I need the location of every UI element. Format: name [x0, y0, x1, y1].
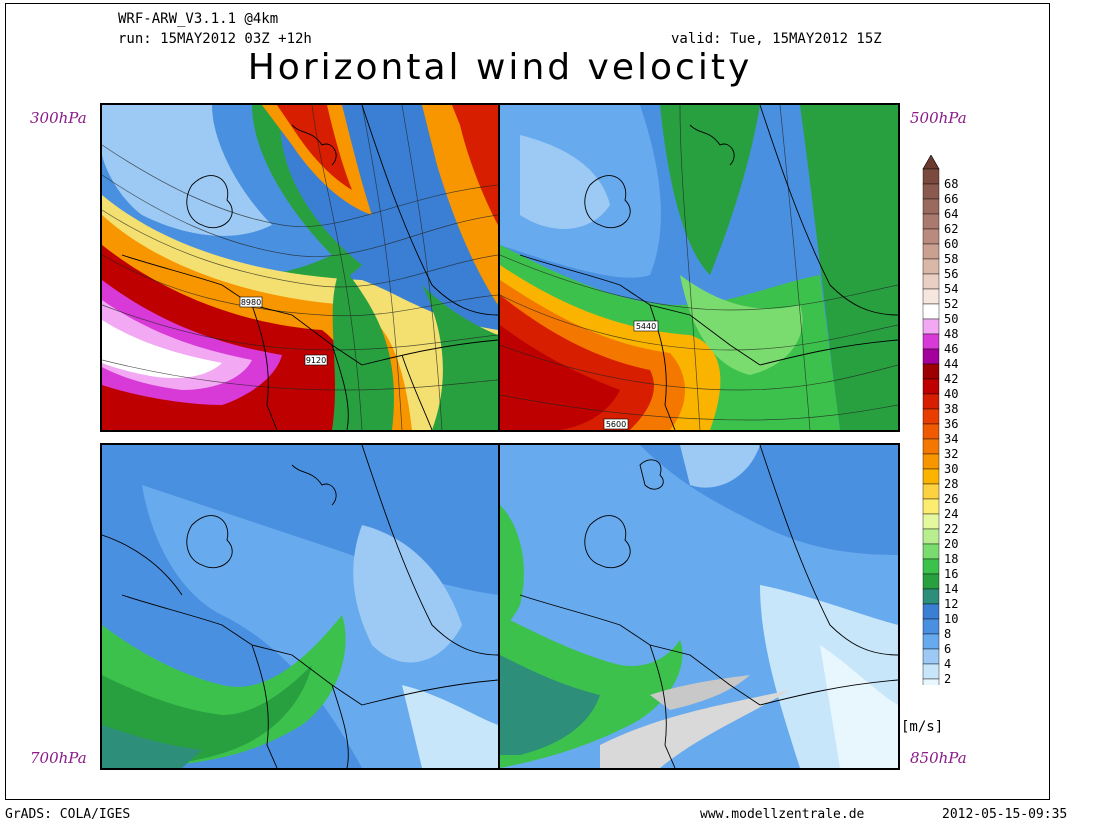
run-label: run: 15MAY2012 03Z +12h [118, 31, 312, 47]
level-label-850: 850hPa [910, 749, 967, 767]
colorbar-bin [922, 228, 940, 245]
colorbar-bin [922, 498, 940, 515]
valid-label: valid: Tue, 15MAY2012 15Z [671, 31, 882, 47]
colorbar-tick-label: 66 [944, 192, 959, 206]
colorbar-tick-label: 42 [944, 372, 959, 386]
colorbar-tick-label: 22 [944, 522, 959, 536]
colorbar-tick-label: 10 [944, 612, 959, 626]
colorbar-bin [922, 663, 940, 680]
colorbar-tick-label: 14 [944, 582, 959, 596]
colorbar-bin [922, 198, 940, 215]
isoline-label: 5440 [636, 322, 656, 331]
colorbar-bin [922, 318, 940, 335]
colorbar-bin [922, 168, 940, 185]
colorbar-bin [922, 468, 940, 485]
colorbar-tick-label: 26 [944, 492, 959, 506]
isoline-label: 5600 [606, 420, 626, 429]
colorbar-bin [922, 438, 940, 455]
colorbar-bin [922, 303, 940, 320]
colorbar [922, 155, 940, 685]
footer-credit: GrADS: COLA/IGES [5, 807, 131, 822]
colorbar-tick-label: 44 [944, 357, 959, 371]
colorbar-bin [922, 678, 940, 685]
colorbar-bin [922, 258, 940, 275]
map-panel-700hpa [100, 443, 500, 770]
colorbar-tick-label: 46 [944, 342, 959, 356]
colorbar-tick-label: 62 [944, 222, 959, 236]
colorbar-tick-label: 60 [944, 237, 959, 251]
colorbar-tick-label: 32 [944, 447, 959, 461]
map-panel-850hpa [498, 443, 900, 770]
colorbar-tick-label: 34 [944, 432, 959, 446]
colorbar-tick-label: 38 [944, 402, 959, 416]
colorbar-tick-label: 58 [944, 252, 959, 266]
colorbar-tick-label: 68 [944, 177, 959, 191]
colorbar-tick-label: 48 [944, 327, 959, 341]
isoline-label: 9120 [306, 356, 326, 365]
colorbar-tick-label: 56 [944, 267, 959, 281]
colorbar-tick-label: 40 [944, 387, 959, 401]
colorbar-tick-label: 28 [944, 477, 959, 491]
colorbar-tick-label: 2 [944, 672, 952, 686]
colorbar-bin [922, 528, 940, 545]
colorbar-bin [922, 348, 940, 365]
colorbar-bin [922, 183, 940, 200]
colorbar-bin [922, 393, 940, 410]
colorbar-tick-label: 50 [944, 312, 959, 326]
colorbar-bin [922, 513, 940, 530]
colorbar-tick-label: 4 [944, 657, 952, 671]
page-title: Horizontal wind velocity [247, 47, 753, 88]
colorbar-bin [922, 558, 940, 575]
colorbar-tick-label: 8 [944, 627, 952, 641]
colorbar-bin [922, 588, 940, 605]
colorbar-bin [922, 363, 940, 380]
isoline-label: 8980 [241, 298, 261, 307]
colorbar-tick-label: 52 [944, 297, 959, 311]
colorbar-tick-label: 16 [944, 567, 959, 581]
colorbar-bin [922, 213, 940, 230]
colorbar-unit: [m/s] [901, 719, 944, 735]
colorbar-tick-label: 30 [944, 462, 959, 476]
model-label: WRF-ARW_V3.1.1 @4km [118, 11, 279, 27]
colorbar-bin [922, 483, 940, 500]
colorbar-bin [922, 618, 940, 635]
colorbar-top-arrow [922, 155, 940, 170]
colorbar-tick-label: 24 [944, 507, 959, 521]
colorbar-bin [922, 543, 940, 560]
footer-timestamp: 2012-05-15-09:35 [942, 807, 1068, 822]
colorbar-bin [922, 333, 940, 350]
colorbar-bin [922, 573, 940, 590]
level-label-300: 300hPa [30, 109, 87, 127]
colorbar-bin [922, 423, 940, 440]
colorbar-bin [922, 243, 940, 260]
level-label-500: 500hPa [910, 109, 967, 127]
colorbar-bin [922, 633, 940, 650]
colorbar-tick-label: 20 [944, 537, 959, 551]
colorbar-bin [922, 378, 940, 395]
map-panel-300hpa: 8980 9120 [100, 103, 500, 432]
footer-website: www.modellzentrale.de [700, 807, 865, 822]
colorbar-tick-label: 18 [944, 552, 959, 566]
colorbar-bin [922, 288, 940, 305]
colorbar-bin [922, 648, 940, 665]
colorbar-tick-label: 54 [944, 282, 959, 296]
colorbar-bin [922, 453, 940, 470]
map-panel-500hpa: 5440 5600 [498, 103, 900, 432]
colorbar-tick-label: 36 [944, 417, 959, 431]
colorbar-tick-label: 6 [944, 642, 952, 656]
level-label-700: 700hPa [30, 749, 87, 767]
colorbar-bin [922, 603, 940, 620]
colorbar-tick-label: 64 [944, 207, 959, 221]
colorbar-bin [922, 273, 940, 290]
colorbar-tick-label: 12 [944, 597, 959, 611]
colorbar-bin [922, 408, 940, 425]
plot-frame [5, 3, 1050, 800]
